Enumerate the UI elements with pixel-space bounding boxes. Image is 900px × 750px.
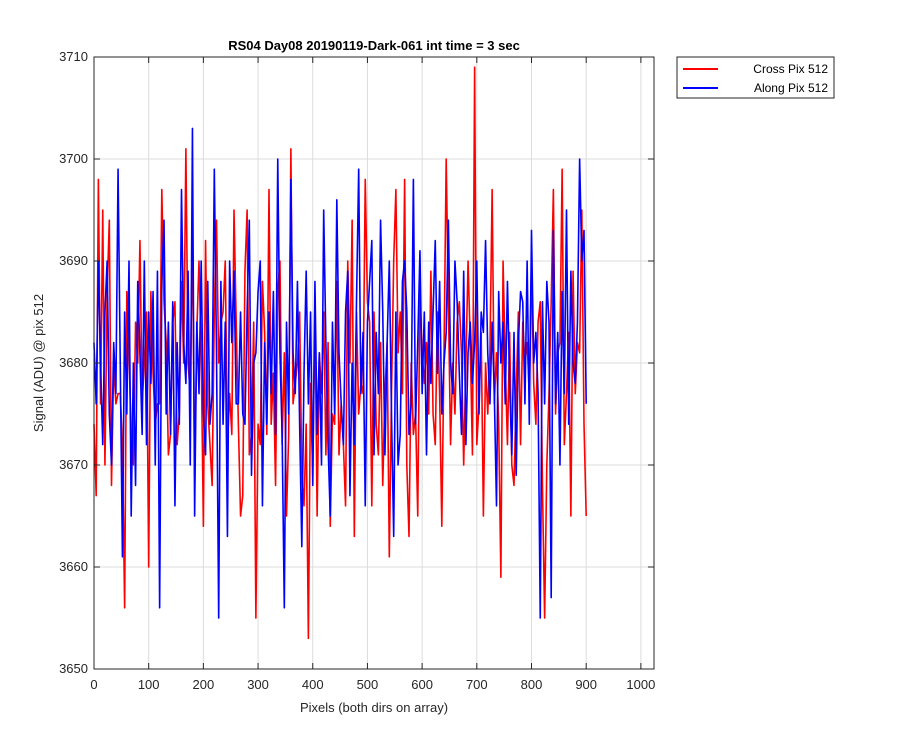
x-axis-label: Pixels (both dirs on array) [300, 700, 448, 715]
x-tick-label: 100 [138, 677, 160, 692]
y-tick-label: 3670 [59, 457, 88, 472]
y-axis-label: Signal (ADU) @ pix 512 [31, 294, 46, 432]
legend-box [676, 56, 835, 99]
y-tick-label: 3710 [59, 49, 88, 64]
y-tick-label: 3660 [59, 559, 88, 574]
x-tick-label: 500 [357, 677, 379, 692]
legend-label-cross: Cross Pix 512 [753, 62, 828, 76]
x-tick-label: 0 [90, 677, 97, 692]
x-tick-label: 1000 [626, 677, 655, 692]
y-tick-label: 3700 [59, 151, 88, 166]
chart-title: RS04 Day08 20190119-Dark-061 int time = … [228, 38, 520, 53]
x-tick-label: 600 [411, 677, 433, 692]
legend: Cross Pix 512 Along Pix 512 [676, 56, 835, 99]
y-tick-label: 3690 [59, 253, 88, 268]
series-layer [93, 66, 587, 640]
x-tick-label: 800 [521, 677, 543, 692]
axis-tick-labels: 0 100 200 300 400 500 600 700 800 900 1000 3650 3660… [59, 49, 655, 692]
x-tick-label: 200 [193, 677, 215, 692]
x-tick-label: 300 [247, 677, 269, 692]
x-tick-label: 400 [302, 677, 324, 692]
x-tick-label: 900 [575, 677, 597, 692]
y-tick-label: 3680 [59, 355, 88, 370]
series-line-along-pix-512 [93, 127, 587, 619]
legend-label-along: Along Pix 512 [754, 81, 828, 95]
axis-ticks [93, 56, 654, 670]
x-tick-label: 700 [466, 677, 488, 692]
y-tick-label: 3650 [59, 661, 88, 676]
